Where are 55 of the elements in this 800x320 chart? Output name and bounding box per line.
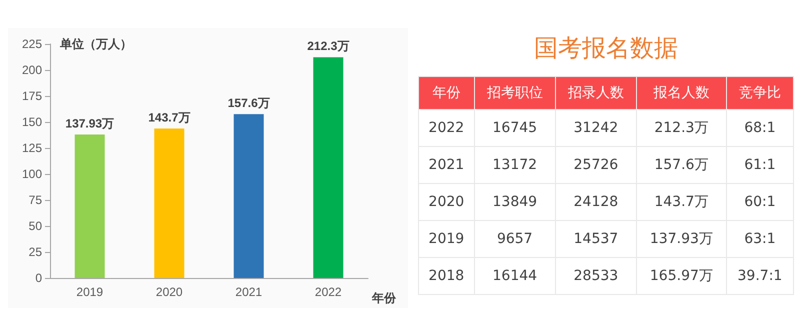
y-tick-label: 200 [22, 63, 42, 77]
y-tick-label: 225 [22, 37, 42, 51]
y-tick-label: 2020 [418, 184, 474, 220]
x-tick-label: 竞争比 [726, 76, 794, 110]
text: 63:1 [744, 231, 776, 247]
x-tick-label: 招考职位 [474, 76, 556, 110]
y-tick-label: 2018 [418, 258, 474, 294]
x-tick-label: 2021 [235, 285, 262, 299]
data-label: 157.6万 [228, 96, 270, 110]
text: 13172 [492, 157, 538, 173]
bar [154, 128, 184, 278]
text: 25726 [574, 157, 618, 173]
bar [74, 134, 105, 278]
chart-title: 国考报名数据 [533, 33, 679, 64]
y-tick-label: 2021 [418, 146, 474, 184]
data-label: 143.7万 [148, 110, 190, 125]
text: 31242 [574, 120, 618, 136]
text: 14537 [574, 231, 618, 247]
data-label: 137.93万 [65, 116, 114, 131]
y-axis-title: 年份 [418, 76, 474, 110]
text: 68:1 [744, 120, 776, 136]
text: 165.97万 [650, 268, 713, 284]
text: 13849 [492, 194, 538, 210]
text: 143.7万 [654, 194, 708, 210]
bar [313, 57, 344, 278]
y-tick-label: 50 [28, 219, 42, 233]
text: 16745 [492, 120, 538, 136]
text: 137.93万 [650, 231, 713, 247]
text: 28533 [574, 268, 618, 284]
y-tick-label: 25 [28, 245, 42, 259]
y-tick-label: 100 [22, 167, 42, 181]
x-axis-title: 年份 [371, 291, 397, 305]
data-label: 212.3万 [307, 39, 350, 54]
x-tick-label: 2019 [76, 285, 104, 299]
text: 157.6万 [654, 157, 708, 173]
text: 24128 [574, 194, 618, 210]
y-tick-label: 2022 [418, 110, 474, 146]
x-tick-label: 报名人数 [636, 76, 726, 110]
y-tick-label: 150 [22, 115, 42, 129]
text: 61:1 [744, 157, 776, 173]
text: 16144 [492, 268, 538, 284]
y-axis-title: 单位（万人） [59, 37, 132, 51]
y-tick-label: 0 [35, 271, 42, 285]
x-tick-label: 2022 [314, 285, 342, 299]
text: 9657 [496, 231, 533, 247]
y-tick-label: 2019 [418, 220, 474, 258]
y-tick-label: 75 [28, 193, 42, 207]
x-tick-label: 招录人数 [555, 76, 636, 110]
y-tick-label: 125 [22, 141, 42, 155]
bar [234, 114, 264, 278]
text: 60:1 [744, 194, 776, 210]
y-tick-label: 175 [22, 89, 42, 103]
x-tick-label: 2020 [156, 285, 183, 299]
text: 212.3万 [654, 120, 708, 136]
text: 39.7:1 [738, 268, 782, 284]
